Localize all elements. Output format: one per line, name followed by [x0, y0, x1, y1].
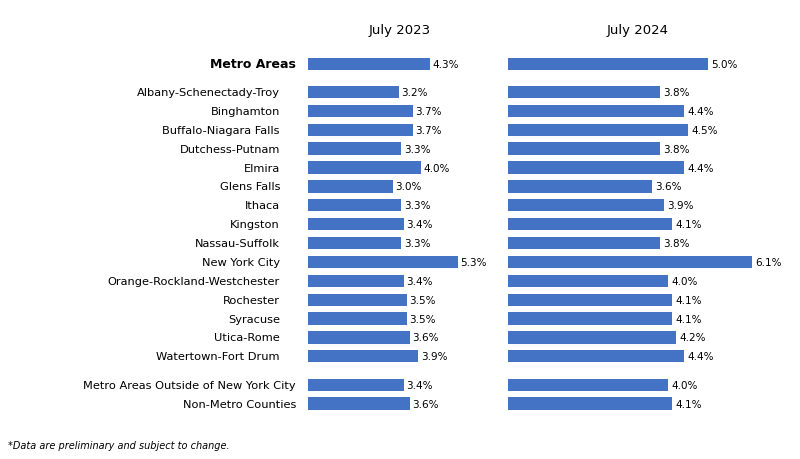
Bar: [308, 162, 422, 174]
Text: 4.1%: 4.1%: [675, 314, 702, 324]
Text: July 2023: July 2023: [369, 24, 431, 37]
Text: 4.5%: 4.5%: [691, 125, 718, 135]
Text: Utica-Rome: Utica-Rome: [214, 333, 280, 343]
Text: 4.0%: 4.0%: [423, 163, 450, 173]
Text: Dutchess-Putnam: Dutchess-Putnam: [180, 144, 280, 154]
Bar: [308, 397, 410, 410]
Text: 4.0%: 4.0%: [671, 380, 698, 390]
Text: Nassau-Suffolk: Nassau-Suffolk: [195, 239, 280, 248]
Bar: [308, 331, 410, 344]
Text: Metro Areas Outside of New York City: Metro Areas Outside of New York City: [83, 380, 296, 390]
Text: 3.8%: 3.8%: [663, 144, 690, 154]
Text: Watertown-Fort Drum: Watertown-Fort Drum: [157, 352, 280, 362]
Text: 3.0%: 3.0%: [395, 182, 422, 192]
Bar: [508, 237, 660, 250]
Text: 6.1%: 6.1%: [755, 257, 782, 267]
Text: 3.7%: 3.7%: [415, 125, 442, 135]
Bar: [508, 200, 664, 212]
Bar: [308, 58, 430, 71]
Bar: [308, 351, 418, 363]
Text: 4.4%: 4.4%: [687, 352, 714, 362]
Text: 3.4%: 3.4%: [406, 276, 433, 286]
Bar: [308, 313, 407, 325]
Bar: [508, 87, 660, 99]
Text: 3.5%: 3.5%: [410, 295, 436, 305]
Bar: [508, 218, 672, 231]
Bar: [508, 397, 672, 410]
Text: 3.6%: 3.6%: [412, 399, 438, 409]
Text: 3.8%: 3.8%: [663, 239, 690, 248]
Bar: [308, 181, 393, 193]
Text: Elmira: Elmira: [244, 163, 280, 173]
Bar: [508, 331, 676, 344]
Bar: [308, 124, 413, 137]
Text: Kingston: Kingston: [230, 220, 280, 230]
Bar: [508, 379, 668, 391]
Text: Metro Areas: Metro Areas: [210, 58, 296, 71]
Text: 3.4%: 3.4%: [406, 380, 433, 390]
Text: Glens Falls: Glens Falls: [219, 182, 280, 192]
Bar: [308, 294, 407, 306]
Bar: [308, 143, 402, 156]
Text: Rochester: Rochester: [223, 295, 280, 305]
Text: 4.1%: 4.1%: [675, 220, 702, 230]
Text: 3.5%: 3.5%: [410, 314, 436, 324]
Bar: [508, 124, 688, 137]
Text: 3.3%: 3.3%: [404, 239, 430, 248]
Text: 3.8%: 3.8%: [663, 88, 690, 98]
Bar: [508, 58, 708, 71]
Text: 3.3%: 3.3%: [404, 201, 430, 211]
Bar: [508, 143, 660, 156]
Text: 5.0%: 5.0%: [711, 60, 738, 69]
Text: 4.4%: 4.4%: [687, 106, 714, 117]
Text: *Data are preliminary and subject to change.: *Data are preliminary and subject to cha…: [8, 440, 230, 450]
Text: Binghamton: Binghamton: [210, 106, 280, 117]
Bar: [308, 200, 402, 212]
Text: 3.3%: 3.3%: [404, 144, 430, 154]
Text: 4.1%: 4.1%: [675, 399, 702, 409]
Bar: [308, 106, 413, 118]
Bar: [308, 218, 404, 231]
Text: 4.3%: 4.3%: [432, 60, 458, 69]
Text: New York City: New York City: [202, 257, 280, 267]
Text: Ithaca: Ithaca: [245, 201, 280, 211]
Text: 3.9%: 3.9%: [667, 201, 694, 211]
Text: Albany-Schenectady-Troy: Albany-Schenectady-Troy: [137, 88, 280, 98]
Bar: [308, 87, 398, 99]
Bar: [508, 351, 684, 363]
Bar: [308, 379, 404, 391]
Text: 4.2%: 4.2%: [679, 333, 706, 343]
Bar: [508, 162, 684, 174]
Text: 3.7%: 3.7%: [415, 106, 442, 117]
Text: 4.0%: 4.0%: [671, 276, 698, 286]
Text: 3.4%: 3.4%: [406, 220, 433, 230]
Text: Syracuse: Syracuse: [228, 314, 280, 324]
Bar: [508, 313, 672, 325]
Bar: [308, 237, 402, 250]
Text: 4.1%: 4.1%: [675, 295, 702, 305]
Bar: [308, 256, 458, 269]
Text: 3.6%: 3.6%: [412, 333, 438, 343]
Text: Non-Metro Counties: Non-Metro Counties: [182, 399, 296, 409]
Bar: [308, 275, 404, 287]
Text: 3.6%: 3.6%: [655, 182, 682, 192]
Bar: [508, 294, 672, 306]
Text: 5.3%: 5.3%: [460, 257, 486, 267]
Text: July 2024: July 2024: [607, 24, 669, 37]
Text: Buffalo-Niagara Falls: Buffalo-Niagara Falls: [162, 125, 280, 135]
Text: 3.9%: 3.9%: [421, 352, 447, 362]
Bar: [508, 181, 652, 193]
Text: 3.2%: 3.2%: [401, 88, 427, 98]
Bar: [508, 106, 684, 118]
Bar: [508, 256, 752, 269]
Text: Orange-Rockland-Westchester: Orange-Rockland-Westchester: [108, 276, 280, 286]
Bar: [508, 275, 668, 287]
Text: 4.4%: 4.4%: [687, 163, 714, 173]
